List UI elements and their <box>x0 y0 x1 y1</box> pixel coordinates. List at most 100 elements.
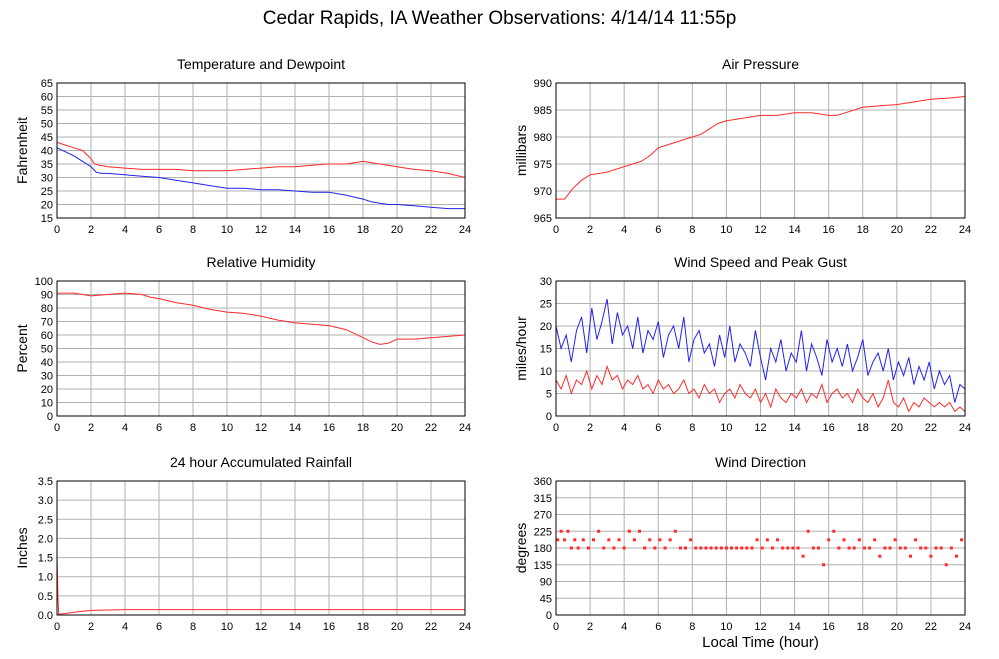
rainfall-x-tick-label: 16 <box>323 621 335 633</box>
rainfall-y-axis-label: Inches <box>14 527 30 568</box>
pressure-x-tick-label: 8 <box>689 224 695 236</box>
direction-point <box>776 538 780 542</box>
direction-point <box>827 538 831 542</box>
rainfall-x-tick-label: 10 <box>221 621 233 633</box>
direction-point <box>929 554 933 558</box>
humidity-y-tick-label: 90 <box>41 290 53 302</box>
direction-point <box>694 546 698 550</box>
direction-x-tick-label: 6 <box>655 621 661 633</box>
pressure-y-tick-label: 965 <box>534 213 552 225</box>
direction-point <box>786 546 790 550</box>
direction-point <box>878 554 882 558</box>
humidity-x-tick-label: 4 <box>122 422 128 434</box>
temperature-y-tick-label: 35 <box>41 159 53 171</box>
rainfall-x-tick-label: 4 <box>122 621 128 633</box>
direction-point <box>949 546 953 550</box>
pressure-y-tick-label: 970 <box>534 186 552 198</box>
direction-point <box>862 546 866 550</box>
temperature-y-tick-label: 50 <box>41 119 53 131</box>
direction-point <box>816 546 820 550</box>
pressure-x-tick-label: 2 <box>587 224 593 236</box>
direction-chart: 0 2 4 6 8 10 12 14 16 18 20 22 240459013518022527031… <box>513 454 971 633</box>
direction-y-tick-label: 225 <box>534 526 552 538</box>
direction-point <box>939 546 943 550</box>
pressure-x-tick-label: 24 <box>959 224 971 236</box>
direction-point <box>638 529 642 533</box>
direction-point <box>714 546 718 550</box>
temperature-x-tick-label: 2 <box>88 224 94 236</box>
temperature-chart: 0 2 4 6 8 10 12 14 16 18 20 22 241520253035404550556… <box>14 56 471 236</box>
rainfall-y-tick-label: 3.5 <box>38 476 53 488</box>
pressure-x-tick-label: 22 <box>925 224 937 236</box>
wind-y-axis-label: miles/hour <box>513 316 529 381</box>
temperature-y-tick-label: 40 <box>41 146 53 158</box>
direction-point <box>908 554 912 558</box>
pressure-y-axis-label: millibars <box>513 125 529 176</box>
direction-point <box>563 538 567 542</box>
direction-point <box>658 538 662 542</box>
wind-y-tick-label: 5 <box>546 389 552 401</box>
pressure-x-tick-label: 6 <box>655 224 661 236</box>
humidity-x-tick-label: 20 <box>391 422 403 434</box>
wind-x-tick-label: 24 <box>959 422 971 434</box>
pressure-x-tick-label: 4 <box>621 224 627 236</box>
humidity-title: Relative Humidity <box>207 254 316 270</box>
direction-point <box>791 546 795 550</box>
direction-point <box>811 546 815 550</box>
direction-y-tick-label: 90 <box>540 577 552 589</box>
direction-point <box>556 538 560 542</box>
pressure-series-0-line <box>556 96 966 200</box>
wind-x-tick-label: 0 <box>553 422 559 434</box>
temperature-x-tick-label: 6 <box>156 224 162 236</box>
humidity-y-tick-label: 20 <box>41 384 53 396</box>
direction-point <box>796 546 800 550</box>
wind-y-tick-label: 10 <box>540 366 552 378</box>
direction-point <box>569 546 573 550</box>
wind-y-tick-label: 25 <box>540 299 552 311</box>
direction-point <box>919 546 923 550</box>
direction-point <box>678 546 682 550</box>
direction-point <box>842 538 846 542</box>
direction-point <box>719 546 723 550</box>
rainfall-plot-frame <box>56 480 466 616</box>
direction-x-tick-label: 22 <box>925 621 937 633</box>
humidity-plot-frame <box>56 280 466 417</box>
direction-point <box>673 529 677 533</box>
humidity-y-tick-label: 40 <box>41 357 53 369</box>
direction-point <box>566 529 570 533</box>
temperature-title: Temperature and Dewpoint <box>177 56 345 72</box>
rainfall-x-tick-label: 2 <box>88 621 94 633</box>
humidity-x-tick-label: 14 <box>289 422 301 434</box>
temperature-x-tick-label: 4 <box>122 224 128 236</box>
humidity-y-tick-label: 0 <box>47 411 53 423</box>
temperature-plot-frame <box>56 82 466 219</box>
wind-y-tick-label: 15 <box>540 344 552 356</box>
direction-point <box>837 546 841 550</box>
pressure-x-tick-label: 20 <box>891 224 903 236</box>
wind-y-tick-label: 30 <box>540 276 552 288</box>
direction-point <box>668 538 672 542</box>
wind-plot-frame <box>555 280 966 417</box>
rainfall-x-tick-label: 8 <box>190 621 196 633</box>
temperature-x-tick-label: 10 <box>221 224 233 236</box>
temperature-y-tick-label: 30 <box>41 173 53 185</box>
direction-point <box>607 538 611 542</box>
direction-x-tick-label: 10 <box>720 621 732 633</box>
direction-point <box>617 538 621 542</box>
rainfall-y-tick-label: 1.0 <box>38 572 53 584</box>
rainfall-y-tick-label: 1.5 <box>38 553 53 565</box>
humidity-y-tick-label: 100 <box>35 276 53 288</box>
pressure-y-tick-label: 985 <box>534 105 552 117</box>
direction-point <box>868 546 872 550</box>
direction-point <box>883 546 887 550</box>
wind-x-tick-label: 2 <box>587 422 593 434</box>
direction-point <box>653 546 657 550</box>
humidity-y-tick-label: 50 <box>41 344 53 356</box>
temperature-x-tick-label: 14 <box>289 224 301 236</box>
rainfall-chart: 0 2 4 6 8 10 12 14 16 18 20 22 240.00.51.01.52.02.53… <box>14 454 471 633</box>
direction-point <box>602 546 606 550</box>
temperature-series-1-line <box>56 147 465 210</box>
temperature-y-tick-label: 25 <box>41 186 53 198</box>
direction-point <box>735 546 739 550</box>
